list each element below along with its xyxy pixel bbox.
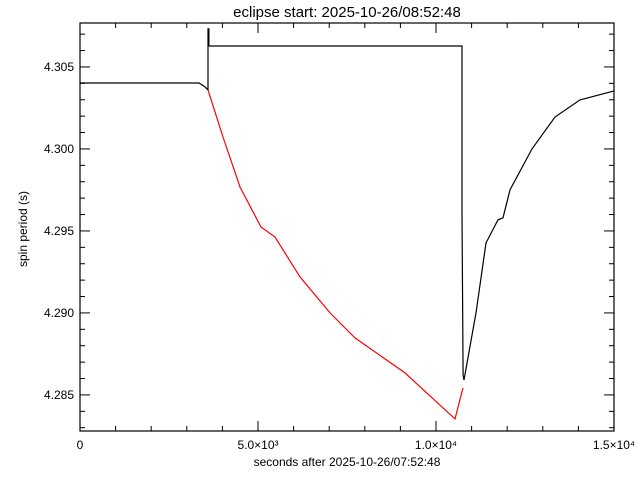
eclipse-model-line xyxy=(207,89,464,421)
y-tick-label: 4.295 xyxy=(44,224,74,238)
chart-title: eclipse start: 2025-10-26/08:52:48 xyxy=(233,4,461,21)
x-axis-label: seconds after 2025-10-26/07:52:48 xyxy=(254,455,441,469)
y-tick-label: 4.285 xyxy=(44,388,74,402)
plot-frame xyxy=(79,22,615,432)
tick-labels: 0 5.0×10³ 1.0×10⁴ 1.5×10⁴ 4.285 4.290 4.295 4.3… xyxy=(44,60,635,452)
x-tick-label: 1.0×10⁴ xyxy=(415,438,457,452)
x-tick-label: 0 xyxy=(77,438,84,452)
series-group xyxy=(80,28,615,421)
y-tick-label: 4.305 xyxy=(44,60,74,74)
spin-period-line xyxy=(80,28,615,381)
y-tick-label: 4.290 xyxy=(44,306,74,320)
x-tick-label: 5.0×10³ xyxy=(237,438,278,452)
y-tick-label: 4.300 xyxy=(44,142,74,156)
y-axis-label: spin period (s) xyxy=(16,191,30,267)
x-tick-label: 1.5×10⁴ xyxy=(593,438,635,452)
axis-ticks xyxy=(79,23,615,431)
